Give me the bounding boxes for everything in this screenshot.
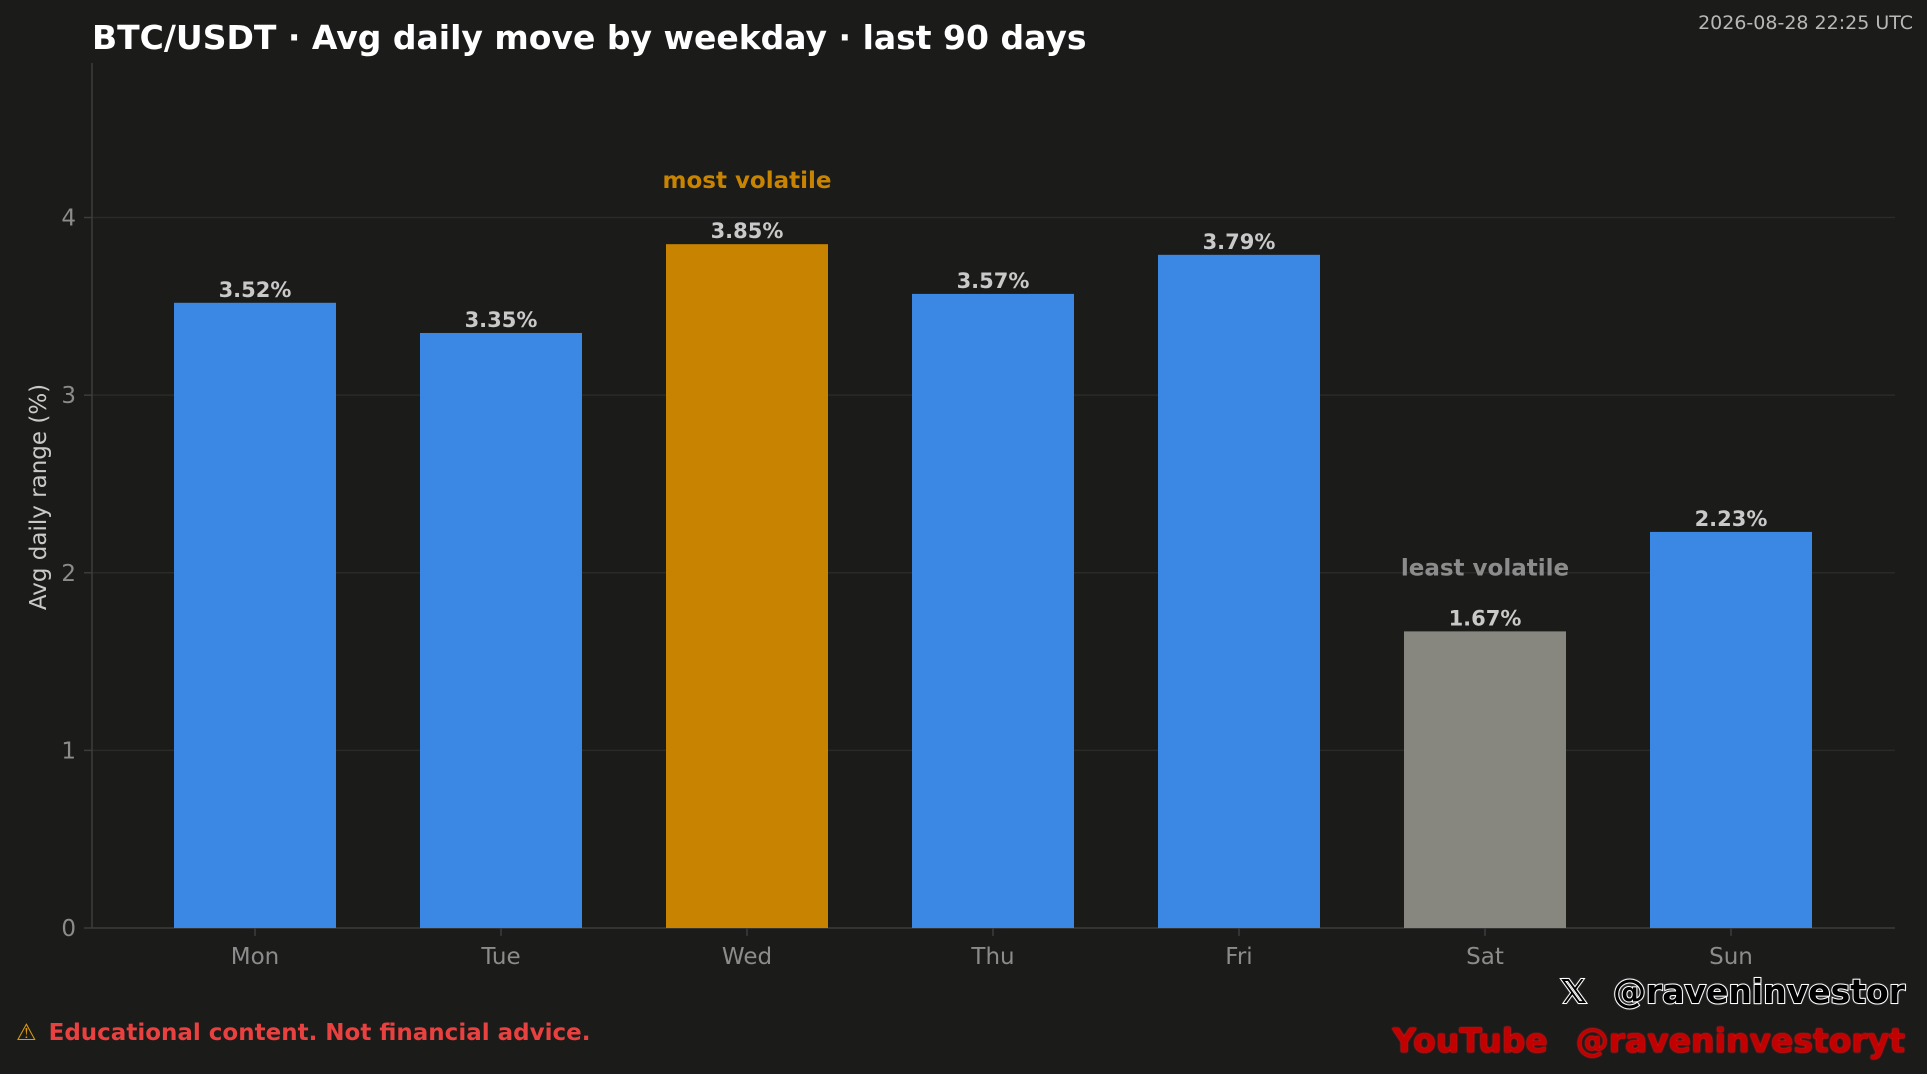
youtube-label: YouTube (1392, 1021, 1548, 1060)
y-tick-label: 2 (61, 561, 76, 587)
warning-icon: ⚠ (16, 1020, 37, 1046)
timestamp: 2026-08-28 22:25 UTC (1698, 12, 1913, 34)
bar-fri (1158, 254, 1320, 928)
x-tick-label: Mon (231, 944, 280, 970)
value-label-tue: 3.35% (465, 308, 538, 332)
x-tick-label: Fri (1225, 944, 1252, 970)
y-tick-label: 0 (61, 916, 76, 942)
value-label-wed: 3.85% (711, 219, 784, 243)
x-social-handle[interactable]: 𝕏 @raveninvestor (1559, 971, 1906, 1012)
x-tick-label: Tue (480, 944, 520, 970)
y-tick-label: 3 (61, 383, 76, 409)
bars (174, 244, 1812, 929)
disclaimer-text: Educational content. Not financial advic… (48, 1020, 591, 1046)
y-tick-label: 4 (61, 206, 76, 232)
bar-tue (420, 332, 582, 928)
youtube-handle-text: @raveninvestoryt (1575, 1021, 1905, 1060)
x-tick-label: Wed (722, 944, 772, 970)
value-label-fri: 3.79% (1203, 230, 1276, 254)
value-label-sun: 2.23% (1695, 507, 1768, 531)
x-tick-label: Thu (970, 944, 1014, 970)
bar-mon (174, 302, 336, 928)
bar-thu (912, 293, 1074, 928)
y-tick-label: 1 (61, 738, 76, 764)
x-logo-icon: 𝕏 (1559, 971, 1588, 1012)
bar-labels: 3.52% 3.35% 3.85% most volatile 3.57% 3.79% 1.… (219, 168, 1768, 630)
y-axis-label: Avg daily range (%) (26, 384, 52, 610)
bar-sat (1404, 631, 1566, 928)
axes: 0 1 2 3 4 Mon Tue Wed Thu Fri Sat Sun (61, 63, 1895, 970)
bar-wed (666, 244, 828, 929)
annotation-most-volatile: most volatile (662, 168, 831, 194)
x-handle-text: @raveninvestor (1612, 971, 1906, 1012)
value-label-thu: 3.57% (957, 269, 1030, 293)
chart-title: BTC/USDT · Avg daily move by weekday · l… (92, 18, 1087, 57)
disclaimer: ⚠ Educational content. Not financial advi… (16, 1020, 590, 1046)
value-label-sat: 1.67% (1449, 606, 1522, 630)
x-tick-label: Sun (1709, 944, 1753, 970)
bar-sun (1650, 531, 1812, 928)
youtube-social-handle[interactable]: YouTube @raveninvestoryt (1392, 1021, 1905, 1060)
value-label-mon: 3.52% (219, 278, 292, 302)
annotation-least-volatile: least volatile (1401, 555, 1569, 581)
x-tick-label: Sat (1466, 944, 1504, 970)
